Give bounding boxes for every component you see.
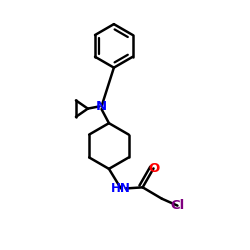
Text: N: N [96, 100, 107, 113]
Text: Cl: Cl [170, 199, 184, 212]
Text: O: O [148, 162, 159, 175]
Text: HN: HN [111, 182, 131, 195]
